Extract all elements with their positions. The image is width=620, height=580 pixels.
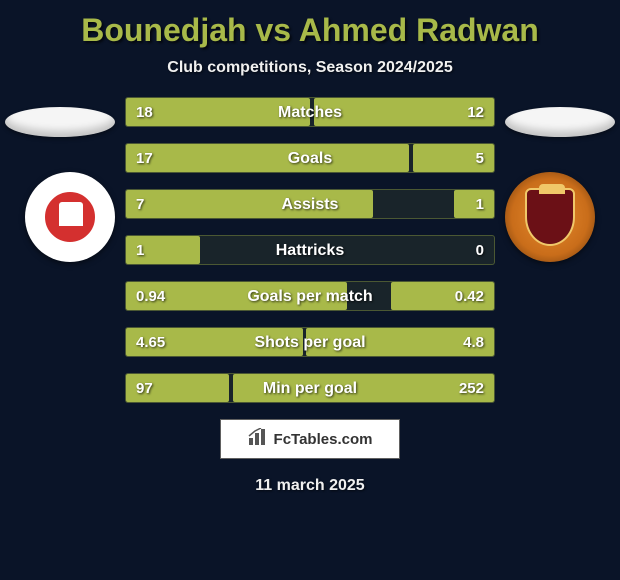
stat-label: Shots per goal [126, 328, 494, 356]
stat-row: 71Assists [125, 189, 495, 219]
stat-label: Min per goal [126, 374, 494, 402]
chart-icon [248, 428, 270, 451]
stats-bars: 1812Matches 175Goals 71Assists 10Hattricks 0… [125, 97, 495, 403]
page-title: Bounedjah vs Ahmed Radwan [0, 0, 620, 49]
player-right-avatar [505, 107, 615, 137]
stat-label: Assists [126, 190, 494, 218]
comparison-panel: 1812Matches 175Goals 71Assists 10Hattricks 0… [0, 97, 620, 403]
stat-row: 97252Min per goal [125, 373, 495, 403]
stat-row: 1812Matches [125, 97, 495, 127]
player-left-avatar [5, 107, 115, 137]
club-badge-left [25, 172, 115, 262]
stat-row: 10Hattricks [125, 235, 495, 265]
source-logo: FcTables.com [220, 419, 400, 459]
stat-label: Goals per match [126, 282, 494, 310]
stat-label: Matches [126, 98, 494, 126]
stat-label: Hattricks [126, 236, 494, 264]
stat-row: 4.654.8Shots per goal [125, 327, 495, 357]
stat-row: 0.940.42Goals per match [125, 281, 495, 311]
date-label: 11 march 2025 [0, 477, 620, 495]
subtitle: Club competitions, Season 2024/2025 [0, 59, 620, 77]
club-crest-left-icon [42, 189, 98, 245]
stat-row: 175Goals [125, 143, 495, 173]
club-crest-right-icon [525, 188, 575, 246]
stat-label: Goals [126, 144, 494, 172]
source-logo-text: FcTables.com [274, 431, 373, 448]
club-badge-right [505, 172, 595, 262]
